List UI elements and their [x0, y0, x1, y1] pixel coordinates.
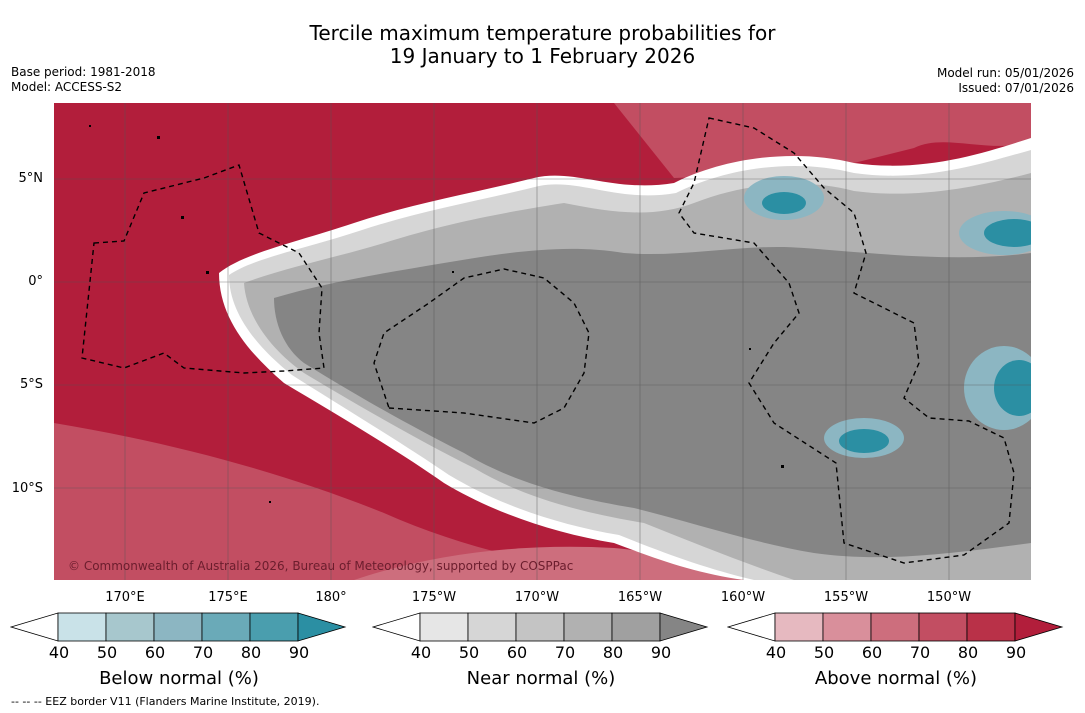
- lon-label-170e: 170°E: [105, 590, 145, 605]
- lon-label-155w: 155°W: [823, 590, 869, 605]
- base-period: Base period: 1981-2018: [11, 65, 156, 79]
- colorbar-low-extend: [371, 612, 421, 642]
- lon-label-170w: 170°W: [514, 590, 560, 605]
- colorbar-low-extend: [9, 612, 59, 642]
- colorbar-high-extend: [1014, 612, 1064, 642]
- colorbar-near-normal: [371, 612, 710, 642]
- colorbar-segment: [249, 612, 299, 642]
- colorbar-segment: [918, 612, 968, 642]
- colorbar-above-normal: [726, 612, 1065, 642]
- cbar-near-tick: 60: [506, 643, 528, 662]
- colorbar-segment: [774, 612, 824, 642]
- colorbar-segment: [201, 612, 251, 642]
- lat-label-0: 0°: [28, 274, 43, 289]
- title-line-2: 19 January to 1 February 2026: [389, 44, 696, 68]
- issued-date: Issued: 07/01/2026: [958, 81, 1074, 95]
- cbar-near-tick: 40: [410, 643, 432, 662]
- lon-label-150w: 150°W: [926, 590, 972, 605]
- lon-label-165w: 165°W: [617, 590, 663, 605]
- meta-left: Base period: 1981-2018 Model: ACCESS-S2: [11, 65, 156, 95]
- colorbar-high-extend: [297, 612, 347, 642]
- cbar-below-tick: 90: [288, 643, 310, 662]
- colorbar-segment: [966, 612, 1016, 642]
- colorbar-high-extend: [659, 612, 709, 642]
- copyright-text: © Commonwealth of Australia 2026, Bureau…: [68, 559, 573, 573]
- cbar-below-tick: 70: [192, 643, 214, 662]
- colorbar-segment: [870, 612, 920, 642]
- colorbar-segment: [57, 612, 107, 642]
- cbar-below-tick: 80: [240, 643, 262, 662]
- cbar-above-tick: 80: [957, 643, 979, 662]
- lat-label-5n: 5°N: [18, 171, 44, 186]
- eez-footnote: -- -- -- EEZ border V11 (Flanders Marine…: [11, 695, 320, 708]
- colorbar-segment: [105, 612, 155, 642]
- lon-label-180: 180°: [315, 590, 347, 605]
- probability-map: © Commonwealth of Australia 2026, Bureau…: [54, 103, 1031, 580]
- meta-right: Model run: 05/01/2026 Issued: 07/01/2026: [937, 66, 1074, 96]
- cbar-above-tick: 50: [813, 643, 835, 662]
- cbar-below-tick: 40: [48, 643, 70, 662]
- lon-label-175e: 175°E: [208, 590, 248, 605]
- colorbar-segment: [153, 612, 203, 642]
- model-name: Model: ACCESS-S2: [11, 80, 123, 94]
- map-title: Tercile maximum temperature probabilitie…: [0, 22, 1085, 68]
- cbar-title-near: Near normal (%): [466, 668, 616, 689]
- colorbar-segment: [822, 612, 872, 642]
- colorbar-segment: [611, 612, 661, 642]
- cbar-title-above: Above normal (%): [814, 668, 978, 689]
- cbar-above-tick: 70: [909, 643, 931, 662]
- cbar-above-tick: 60: [861, 643, 883, 662]
- colorbar-below-normal: [9, 612, 348, 642]
- cbar-below-tick: 50: [96, 643, 118, 662]
- cbar-above-tick: 40: [765, 643, 787, 662]
- colorbar-segment: [419, 612, 469, 642]
- colorbar-low-extend: [726, 612, 776, 642]
- title-line-1: Tercile maximum temperature probabilitie…: [309, 21, 776, 45]
- colorbar-segment: [563, 612, 613, 642]
- lat-label-5s: 5°S: [19, 377, 43, 392]
- lon-label-175w: 175°W: [411, 590, 457, 605]
- lon-label-160w: 160°W: [720, 590, 766, 605]
- lat-label-10s: 10°S: [11, 481, 43, 496]
- colorbar-segment: [515, 612, 565, 642]
- cbar-above-tick: 90: [1005, 643, 1027, 662]
- colorbar-segment: [467, 612, 517, 642]
- cbar-near-tick: 80: [602, 643, 624, 662]
- cbar-below-tick: 60: [144, 643, 166, 662]
- model-run: Model run: 05/01/2026: [936, 66, 1074, 80]
- cbar-near-tick: 70: [554, 643, 576, 662]
- cbar-title-below: Below normal (%): [99, 668, 259, 689]
- cbar-near-tick: 50: [458, 643, 480, 662]
- cbar-near-tick: 90: [650, 643, 672, 662]
